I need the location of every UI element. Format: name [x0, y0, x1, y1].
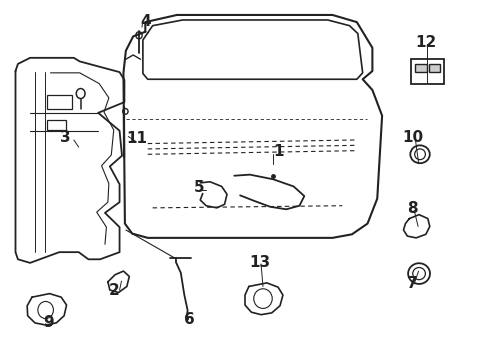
Text: 10: 10: [402, 130, 423, 145]
Bar: [47, 120, 66, 130]
Text: 7: 7: [407, 276, 418, 291]
Text: 4: 4: [140, 14, 150, 28]
Text: 5: 5: [194, 180, 204, 195]
Text: 6: 6: [184, 312, 195, 327]
Bar: [429, 64, 441, 72]
Bar: [411, 59, 444, 84]
Text: 8: 8: [407, 201, 418, 216]
Text: 2: 2: [108, 283, 119, 298]
Text: 11: 11: [126, 131, 147, 147]
Text: 12: 12: [416, 35, 437, 50]
Text: 9: 9: [43, 315, 53, 330]
Bar: [415, 64, 427, 72]
Text: 3: 3: [60, 130, 71, 145]
Bar: [47, 95, 73, 109]
Text: 13: 13: [249, 255, 270, 270]
Text: 1: 1: [274, 144, 284, 159]
